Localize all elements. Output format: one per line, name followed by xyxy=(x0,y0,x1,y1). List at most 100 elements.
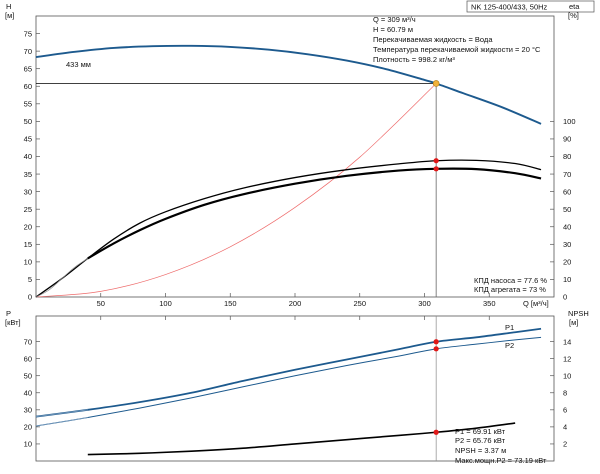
legend-p2-label: P2 xyxy=(505,341,514,350)
bottom-y-right-tick-label: 4 xyxy=(563,423,567,432)
top-y-left-tick-label: 45 xyxy=(24,135,32,144)
top-y-right-tick-label: 70 xyxy=(563,170,571,179)
top-y-left-tick-label: 15 xyxy=(24,240,32,249)
info-p1: P1 = 69.91 кВт xyxy=(455,427,506,436)
top-x-tick-label: 250 xyxy=(353,299,366,308)
top-x-tick-label: 350 xyxy=(483,299,496,308)
duty-point-npsh-marker xyxy=(433,429,439,435)
bottom-y-left-tick-label: 20 xyxy=(24,423,32,432)
top-y-right-tick-label: 90 xyxy=(563,135,571,144)
info-max-power: Макс.мощн.P2 = 73.19 кВт xyxy=(455,456,547,465)
top-eta-block: КПД насоса = 77.6 % КПД агрегата = 73 % xyxy=(474,276,547,294)
bottom-y-left-tick-label: 50 xyxy=(24,371,32,380)
top-y-right-tick-label: 60 xyxy=(563,187,571,196)
top-operating-markers xyxy=(432,80,440,172)
info-p2: P2 = 65.76 кВт xyxy=(455,436,506,445)
curve-label-433: 433 мм xyxy=(66,60,91,69)
top-y-left-tick-label: 75 xyxy=(24,29,32,38)
bottom-y-left-tick-label: 30 xyxy=(24,406,32,415)
top-y-right-tick-label: 10 xyxy=(563,275,571,284)
top-y-left-label: H xyxy=(6,2,11,11)
top-plot-frame xyxy=(35,15,555,298)
top-y-right-tick-label: 50 xyxy=(563,205,571,214)
info-line-temperature: Температура перекачиваемой жидкости = 20… xyxy=(373,45,541,54)
series-p1-line xyxy=(35,327,542,418)
bottom-y-left-tick-label: 10 xyxy=(24,440,32,449)
bottom-y-left-tick-label: 40 xyxy=(24,388,32,397)
duty-point-p2-marker xyxy=(433,346,439,352)
top-y-left-tick-label: 50 xyxy=(24,117,32,126)
duty-point-p1-marker xyxy=(433,339,439,345)
info-line-liquid: Перекачиваемая жидкость = Вода xyxy=(373,35,493,44)
top-x-tick-label: 50 xyxy=(97,299,105,308)
series-eta_pump-line xyxy=(35,159,542,298)
bottom-y-right-unit: [м] xyxy=(569,318,578,327)
info-npsh: NPSH = 3.37 м xyxy=(455,446,506,455)
series-p2-line xyxy=(35,336,542,427)
top-y-left-tick-label: 55 xyxy=(24,100,32,109)
top-y-right-tick-label: 100 xyxy=(563,117,576,126)
top-y-right-tick-label: 0 xyxy=(563,293,567,302)
top-y-left-tick-label: 70 xyxy=(24,47,32,56)
info-line-density: Плотность = 998.2 кг/м³ xyxy=(373,55,455,64)
duty-point-head-marker xyxy=(432,80,440,87)
bottom-y-right-tick-label: 2 xyxy=(563,440,567,449)
top-x-tick-label: 100 xyxy=(159,299,172,308)
title-box-text: NK 125-400/433, 50Hz xyxy=(471,3,548,12)
series-p2-lowflow-line xyxy=(35,417,88,427)
top-y-right-tick-label: 80 xyxy=(563,152,571,161)
top-y-right-tick-label: 30 xyxy=(563,240,571,249)
top-panel: H [м] eta [%] 5 10 15 20 25 30 35 40 45 50 55 60 65 7… xyxy=(5,2,580,308)
bottom-y-right-tick-label: 10 xyxy=(563,371,571,380)
top-y-right-tick-label: 20 xyxy=(563,258,571,267)
top-y-left-tick-label: 30 xyxy=(24,187,32,196)
bottom-y-right-tick-label: 14 xyxy=(563,337,571,346)
bottom-operating-markers xyxy=(433,339,439,435)
top-x-tick-label: 300 xyxy=(418,299,431,308)
title-box xyxy=(466,0,595,13)
bottom-y-left-ticks: 10 20 30 40 50 60 70 xyxy=(24,316,490,449)
series-eta_unit-line xyxy=(87,167,542,260)
bottom-panel: P [кВт] NPSH [м] 10 20 30 40 50 60 70 2 4 6 8 10 12… xyxy=(5,309,589,465)
top-y-left-tick-label: 20 xyxy=(24,222,32,231)
legend-p1-label: P1 xyxy=(505,323,514,332)
top-y-left-ticks: 5 10 15 20 25 30 35 40 45 50 55 60 65 70 75 0 xyxy=(24,29,40,302)
top-y-left-unit: [м] xyxy=(5,11,14,20)
bottom-y-right-ticks: 2 4 6 8 10 12 14 xyxy=(550,337,571,449)
top-y-left-tick-label: 60 xyxy=(24,82,32,91)
bottom-y-right-label: NPSH xyxy=(568,309,589,318)
top-y-left-tick-label: 40 xyxy=(24,152,32,161)
duty-point-eta-unit-marker xyxy=(433,166,439,172)
series-p1-lowflow-line xyxy=(35,409,88,418)
info-line-q: Q = 309 м³/ч xyxy=(373,15,416,24)
top-y-right-tick-label: 40 xyxy=(563,222,571,231)
top-y-right-ticks: 10 20 30 40 50 60 70 80 90 100 0 xyxy=(550,117,576,302)
info-line-h: H = 60.79 м xyxy=(373,25,413,34)
top-y-left-tick-label: 5 xyxy=(28,275,32,284)
top-y-left-tick-label: 0 xyxy=(28,293,32,302)
eta-unit-text: КПД агрегата = 73 % xyxy=(474,285,546,294)
bottom-y-right-tick-label: 12 xyxy=(563,354,571,363)
top-y-right-unit: [%] xyxy=(568,11,579,20)
bottom-y-left-tick-label: 70 xyxy=(24,337,32,346)
bottom-y-left-unit: [кВт] xyxy=(5,318,21,327)
top-y-right-label: eta xyxy=(569,2,580,11)
series-system-line xyxy=(35,83,437,298)
top-y-left-tick-label: 25 xyxy=(24,205,32,214)
eta-pump-text: КПД насоса = 77.6 % xyxy=(474,276,547,285)
series-npsh-line xyxy=(87,422,516,456)
bottom-y-right-tick-label: 8 xyxy=(563,388,567,397)
top-y-left-tick-label: 10 xyxy=(24,258,32,267)
series-head-line xyxy=(35,44,542,125)
top-series-group xyxy=(35,44,542,298)
bottom-y-right-tick-label: 6 xyxy=(563,406,567,415)
series-eta-unit-lowflow-line xyxy=(35,258,88,298)
top-y-left-tick-label: 65 xyxy=(24,64,32,73)
top-x-tick-label: 150 xyxy=(224,299,237,308)
bottom-y-left-label: P xyxy=(6,309,11,318)
bottom-y-left-tick-label: 60 xyxy=(24,354,32,363)
bottom-info-block: P1 = 69.91 кВт P2 = 65.76 кВт NPSH = 3.3… xyxy=(455,427,547,465)
top-x-label: Q [м³/ч] xyxy=(523,299,549,308)
top-x-ticks: 50 100 150 200 250 300 350 xyxy=(97,293,496,308)
